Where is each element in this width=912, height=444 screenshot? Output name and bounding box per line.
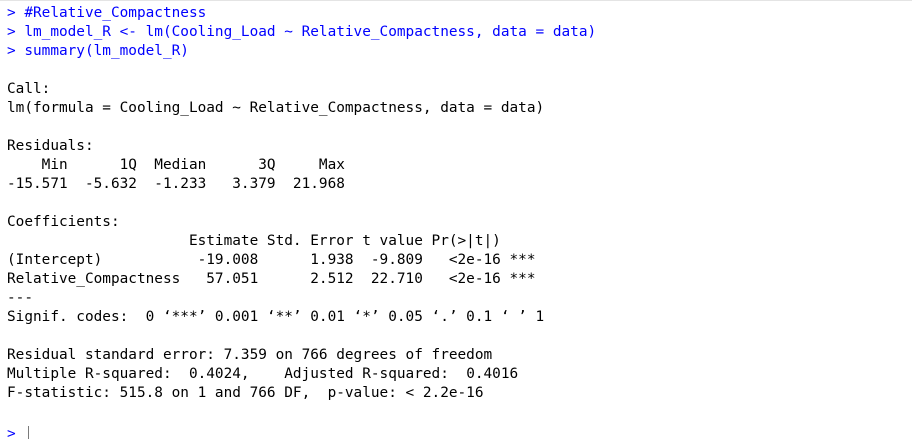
console-input-line: > lm_model_R <- lm(Cooling_Load ~ Relati… [7, 23, 912, 42]
console-input-line: > summary(lm_model_R) [7, 42, 912, 61]
signif-codes: Signif. codes: 0 ‘***’ 0.001 ‘**’ 0.01 ‘… [7, 309, 545, 325]
console-prompt: > [7, 43, 25, 59]
console-input-code: lm_model_R <- lm(Cooling_Load ~ Relative… [24, 24, 597, 40]
blank-line [7, 61, 912, 80]
blank-line [7, 118, 912, 137]
console-input-code: #Relative_Compactness [24, 5, 207, 21]
call-text: lm(formula = Cooling_Load ~ Relative_Com… [7, 100, 545, 116]
console-input-code: summary(lm_model_R) [24, 43, 189, 59]
console-input-line: > #Relative_Compactness [7, 4, 912, 23]
console-prompt: > [7, 426, 25, 442]
residuals-values: -15.571 -5.632 -1.233 3.379 21.968 [7, 176, 354, 192]
separator: --- [7, 290, 33, 306]
coefficients-header: Coefficients: [7, 214, 120, 230]
blank-line [7, 327, 912, 346]
coefficients-column-header: Estimate Std. Error t value Pr(>|t|) [7, 233, 536, 249]
blank-line [7, 403, 912, 422]
coefficients-row-relative-compactness: Relative_Compactness 57.051 2.512 22.710… [7, 271, 536, 287]
residual-standard-error: Residual standard error: 7.359 on 766 de… [7, 347, 493, 363]
console-prompt: > [7, 24, 25, 40]
blank-line [7, 194, 912, 213]
coefficients-row-intercept: (Intercept) -19.008 1.938 -9.809 <2e-16 … [7, 252, 536, 268]
residuals-header: Residuals: [7, 138, 94, 154]
console-prompt: > [7, 5, 25, 21]
residuals-labels: Min 1Q Median 3Q Max [7, 157, 354, 173]
call-header: Call: [7, 81, 51, 97]
f-statistic: F-statistic: 515.8 on 1 and 766 DF, p-va… [7, 385, 484, 401]
text-cursor [28, 426, 30, 439]
console-input-line-active[interactable]: > [7, 425, 912, 444]
r-squared: Multiple R-squared: 0.4024, Adjusted R-s… [7, 366, 527, 382]
